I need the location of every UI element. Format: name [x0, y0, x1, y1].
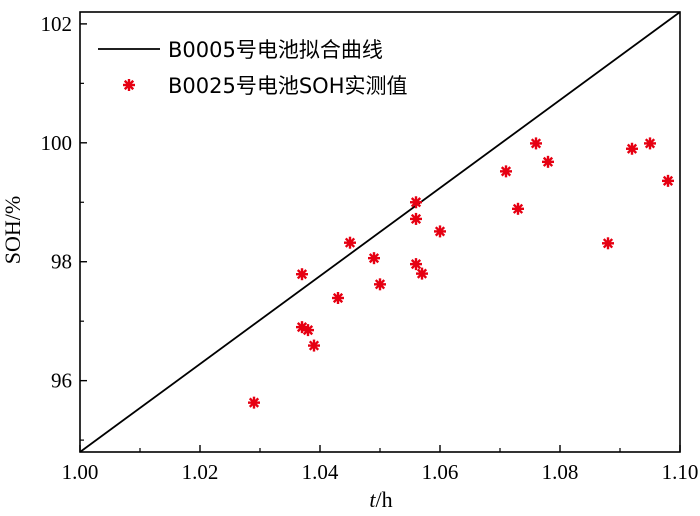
y-tick-label: 96	[51, 369, 72, 393]
data-point	[410, 258, 422, 271]
data-point	[302, 324, 314, 337]
data-point	[248, 396, 260, 409]
x-axis-label: t/h	[369, 487, 392, 512]
x-tick-label: 1.00	[62, 460, 99, 484]
data-point	[542, 155, 554, 168]
fit-line	[79, 11, 681, 453]
data-point	[530, 137, 542, 150]
data-point	[410, 212, 422, 225]
data-point	[374, 278, 386, 291]
data-point	[644, 137, 656, 150]
y-tick-label: 98	[51, 250, 72, 274]
x-tick-label: 1.10	[662, 460, 699, 484]
x-tick-label: 1.04	[302, 460, 339, 484]
x-tick-label: 1.06	[422, 460, 459, 484]
x-tick-label: 1.08	[542, 460, 579, 484]
data-point	[308, 339, 320, 352]
y-tick-label: 100	[41, 131, 73, 155]
data-point	[434, 225, 446, 238]
data-point	[410, 196, 422, 209]
data-point	[626, 142, 638, 155]
y-axis-label: SOH/%	[0, 196, 25, 264]
data-point	[344, 236, 356, 249]
data-point	[296, 268, 308, 281]
y-tick-label: 102	[41, 12, 73, 36]
legend-label-measured: B0025号电池SOH实测值	[168, 74, 408, 98]
legend: B0005号电池拟合曲线 B0025号电池SOH实测值	[98, 38, 408, 98]
axes: 1.00 1.02 1.04 1.06 1.08 1.10 96 98 100 102	[41, 11, 699, 484]
data-point	[416, 267, 428, 280]
plot-area	[79, 11, 681, 453]
data-point	[368, 252, 380, 265]
data-point	[602, 237, 614, 250]
legend-label-fit-line: B0005号电池拟合曲线	[168, 38, 383, 62]
data-point	[662, 174, 674, 187]
legend-marker-swatch	[123, 79, 135, 91]
data-point	[332, 292, 344, 304]
data-point	[512, 202, 524, 215]
x-tick-label: 1.02	[182, 460, 219, 484]
data-point	[500, 165, 512, 178]
